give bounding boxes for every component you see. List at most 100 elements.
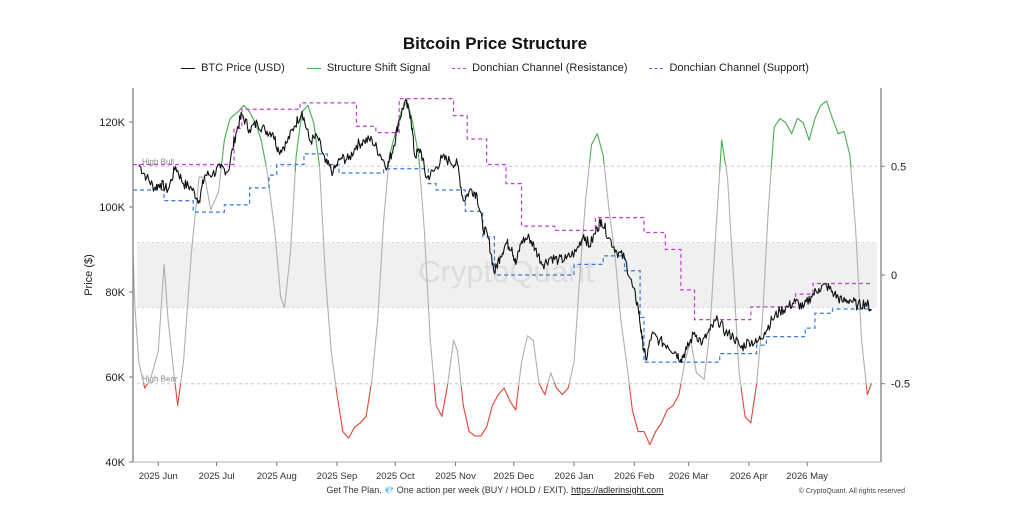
signal-segment [192, 227, 195, 242]
channel-layer [133, 98, 872, 363]
signal-segment [299, 118, 302, 127]
signal-segment [712, 263, 715, 281]
signal-segment [572, 361, 575, 367]
axes-layer: 40K 60K 80K 100K 120K 0.5 0 -0.5 2025 Jun 2025 Ju… [83, 88, 910, 482]
signal-segment [173, 377, 176, 385]
signal-segment [316, 143, 319, 153]
signal-segment [756, 372, 759, 385]
signal-segment [863, 366, 867, 378]
signal-segment [393, 133, 396, 138]
signal-segment [421, 205, 425, 220]
signal-segment [487, 415, 491, 421]
signal-segment [574, 332, 577, 349]
signal-segment [190, 240, 194, 254]
signal-segment [620, 317, 623, 327]
signal-segment [427, 303, 430, 323]
signal-segment [321, 220, 324, 240]
footer-text: One action per week (BUY / HOLD / EXIT). [396, 485, 569, 495]
signal-segment [374, 338, 377, 350]
signal-segment [367, 397, 370, 405]
x-tick-label: 2026 Feb [614, 471, 654, 482]
signal-segment [623, 346, 627, 356]
signal-segment [811, 125, 814, 130]
signal-segment [444, 394, 447, 401]
signal-segment [853, 205, 856, 220]
signal-segment [373, 348, 376, 360]
legend-item-btc-price[interactable]: BTC Price (USD) [181, 62, 285, 74]
signal-segment [693, 361, 697, 368]
signal-segment [717, 185, 720, 202]
signal-segment [762, 281, 765, 301]
signal-segment [377, 301, 380, 320]
signal-segment [488, 412, 492, 417]
signal-segment [293, 171, 296, 189]
signal-segment [725, 170, 729, 178]
signal-segment [291, 203, 294, 222]
footer: Get The Plan. 💎 One action per week (BUY… [0, 485, 990, 495]
signal-segment [430, 350, 433, 363]
signal-segment [713, 247, 716, 265]
signal-segment [459, 377, 462, 388]
signal-segment [870, 383, 872, 387]
signal-segment [287, 261, 290, 272]
signal-segment [217, 183, 221, 193]
signal-segment [567, 383, 570, 389]
signal-segment [337, 400, 340, 408]
signal-segment [548, 375, 551, 381]
y-tick-label: 120K [99, 117, 125, 129]
copyright: © CryptoQuant. All rights reserved [798, 488, 905, 495]
signal-segment [726, 176, 730, 195]
signal-segment [381, 236, 384, 254]
signal-segment [277, 263, 280, 276]
signal-segment [166, 308, 169, 320]
signal-segment [136, 343, 139, 354]
signal-segment [588, 162, 591, 173]
signal-segment [812, 121, 815, 127]
legend-item-donchian-resistance[interactable]: Donchian Channel (Resistance) [452, 62, 627, 74]
signal-segment [418, 154, 421, 169]
signal-segment [757, 361, 760, 374]
signal-segment [767, 195, 770, 211]
signal-segment [808, 136, 811, 141]
signal-segment [636, 427, 639, 433]
signal-segment [742, 401, 745, 410]
signal-segment [135, 325, 138, 336]
signal-segment [424, 249, 427, 269]
signal-segment [705, 353, 708, 364]
signal-segment [685, 354, 688, 359]
signal-segment [856, 249, 859, 269]
signal-segment [142, 378, 145, 385]
signal-segment [175, 394, 178, 401]
signal-segment [285, 279, 289, 291]
signal-segment [692, 355, 696, 363]
signal-segment [221, 148, 224, 159]
signal-segment [412, 122, 415, 129]
signal-segment [330, 350, 333, 359]
signal-segment [380, 252, 383, 271]
legend-label-donchian-support: Donchian Channel (Support) [669, 62, 809, 74]
signal-segment [177, 397, 180, 407]
signal-segment [463, 409, 466, 415]
legend: BTC Price (USD) Structure Shift Signal D… [0, 62, 990, 74]
signal-segment [265, 165, 268, 172]
footer-link[interactable]: https://adlerinsight.com [571, 485, 664, 495]
signal-segment [264, 159, 267, 167]
signal-segment [149, 374, 153, 380]
legend-item-structure-shift[interactable]: Structure Shift Signal [306, 62, 430, 74]
signal-segment [315, 136, 318, 146]
signal-segment [332, 365, 335, 374]
signal-segment [769, 167, 772, 183]
legend-item-donchian-support[interactable]: Donchian Channel (Support) [649, 62, 809, 74]
price-layer [138, 98, 872, 363]
signal-segment [768, 181, 771, 197]
signal-segment [140, 370, 143, 376]
signal-segment [222, 139, 225, 150]
signal-segment [741, 394, 744, 403]
signal-segment [383, 209, 386, 222]
signal-segment [197, 176, 200, 191]
signal-segment [313, 122, 316, 131]
signal-segment [770, 154, 773, 170]
signal-segment [737, 355, 740, 374]
signal-segment [758, 350, 761, 363]
signal-segment [532, 339, 535, 349]
